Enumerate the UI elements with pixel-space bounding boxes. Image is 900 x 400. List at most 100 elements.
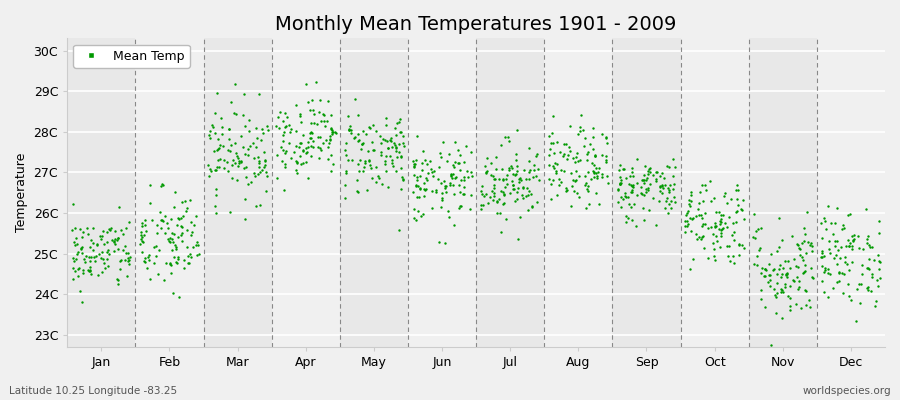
Point	[108, 241, 122, 248]
Point	[714, 233, 728, 239]
Point	[621, 201, 635, 208]
Point	[116, 247, 130, 254]
Point	[688, 213, 703, 219]
Point	[421, 170, 436, 177]
Point	[860, 287, 875, 293]
Point	[613, 162, 627, 168]
Point	[684, 198, 698, 204]
Point	[167, 189, 182, 195]
Point	[832, 270, 846, 277]
Point	[176, 256, 191, 263]
Point	[452, 160, 466, 166]
Point	[757, 272, 771, 279]
Point	[641, 168, 655, 174]
Point	[827, 238, 842, 244]
Point	[780, 271, 795, 277]
Point	[779, 270, 794, 276]
Point	[184, 254, 198, 260]
Point	[652, 198, 666, 205]
Point	[249, 144, 264, 150]
Point	[374, 140, 389, 146]
Point	[110, 276, 124, 282]
Point	[830, 278, 844, 285]
Point	[410, 174, 425, 180]
Point	[590, 175, 604, 182]
Point	[230, 155, 245, 161]
Point	[509, 151, 524, 157]
Point	[456, 174, 471, 181]
Point	[753, 270, 768, 276]
Point	[434, 153, 448, 160]
Point	[617, 190, 632, 196]
Point	[872, 266, 886, 272]
Point	[637, 192, 652, 198]
Point	[202, 165, 217, 172]
Point	[220, 159, 235, 165]
Point	[550, 139, 564, 145]
Point	[66, 255, 80, 262]
Point	[781, 258, 796, 264]
Point	[233, 158, 248, 164]
Point	[590, 172, 605, 179]
Point	[684, 228, 698, 234]
Point	[451, 160, 465, 166]
Point	[234, 133, 248, 139]
Point	[224, 142, 238, 148]
Point	[338, 168, 353, 175]
Point	[513, 214, 527, 220]
Point	[543, 152, 557, 158]
Bar	[680, 38, 749, 347]
Point	[158, 213, 173, 219]
Point	[388, 125, 402, 131]
Point	[361, 148, 375, 154]
Point	[378, 152, 392, 159]
Point	[760, 266, 774, 273]
Point	[862, 256, 877, 262]
Point	[208, 166, 222, 173]
Point	[397, 143, 411, 149]
Point	[764, 250, 778, 257]
Point	[82, 268, 96, 274]
Point	[722, 214, 736, 220]
Point	[142, 252, 157, 258]
Point	[325, 130, 339, 137]
Point	[189, 213, 203, 220]
Point	[707, 223, 722, 229]
Point	[842, 267, 856, 273]
Point	[598, 159, 613, 165]
Point	[492, 210, 507, 217]
Point	[872, 230, 886, 236]
Point	[247, 155, 261, 161]
Point	[828, 243, 842, 250]
Point	[696, 221, 710, 227]
Point	[338, 182, 353, 188]
Point	[506, 186, 520, 192]
Point	[832, 247, 846, 253]
Point	[500, 216, 514, 222]
Point	[426, 172, 440, 179]
Point	[305, 130, 320, 136]
Point	[790, 274, 805, 280]
Point	[613, 180, 627, 187]
Point	[494, 228, 508, 235]
Point	[531, 166, 545, 172]
Point	[277, 186, 292, 193]
Point	[600, 173, 615, 179]
Point	[580, 188, 595, 194]
Point	[842, 292, 857, 299]
Point	[425, 204, 439, 211]
Point	[706, 240, 720, 246]
Point	[690, 236, 705, 242]
Point	[74, 245, 88, 251]
Point	[328, 130, 343, 136]
Point	[441, 208, 455, 214]
Point	[560, 186, 574, 193]
Point	[321, 156, 336, 162]
Point	[679, 212, 693, 218]
Point	[502, 167, 517, 174]
Point	[873, 259, 887, 266]
Point	[269, 123, 284, 130]
Point	[202, 132, 217, 138]
Point	[588, 153, 602, 160]
Point	[516, 185, 530, 192]
